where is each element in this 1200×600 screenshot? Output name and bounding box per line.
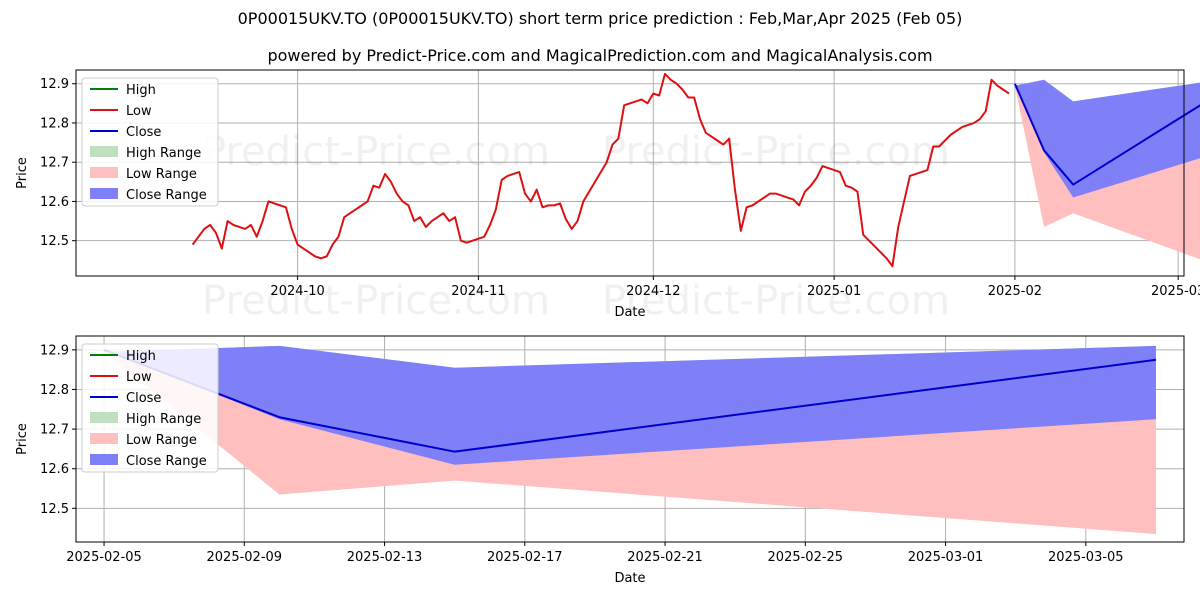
x-tick-label: 2025-02-25 [768, 550, 844, 565]
y-tick-label: 12.8 [40, 116, 69, 131]
watermark-text: Predict-Price.com [602, 278, 950, 324]
chart-panel-2: Predict-Price.comPredict-Price.com12.512… [15, 335, 1185, 586]
legend-swatch-close_range [90, 454, 118, 465]
y-axis-label: Price [15, 157, 30, 189]
x-tick-label: 2025-02 [988, 284, 1042, 299]
legend-swatch-high_range [90, 412, 118, 423]
legend-swatch-close_range [90, 188, 118, 199]
legend-swatch-low_range [90, 433, 118, 444]
watermark-text: Predict-Price.com [602, 129, 950, 175]
x-tick-label: 2025-03-05 [1048, 550, 1124, 565]
y-tick-label: 12.7 [40, 156, 69, 171]
y-axis-label: Price [15, 423, 30, 455]
y-tick-label: 12.9 [40, 343, 69, 358]
x-tick-label: 2025-02-13 [347, 550, 423, 565]
y-tick-label: 12.8 [40, 383, 69, 398]
x-tick-label: 2025-03-01 [908, 550, 984, 565]
x-tick-label: 2025-02-09 [207, 550, 283, 565]
chart-subtitle: powered by Predict-Price.com and Magical… [267, 46, 933, 65]
legend-swatch-low_range [90, 167, 118, 178]
y-tick-label: 12.5 [40, 502, 69, 517]
legend-label: Low [126, 370, 152, 385]
x-tick-label: 2024-12 [626, 284, 680, 299]
legend-label: High [126, 349, 156, 364]
legend-label: High [126, 83, 156, 98]
legend-label: Close Range [126, 454, 207, 469]
x-tick-label: 2024-11 [451, 284, 505, 299]
x-tick-label: 2025-02-05 [66, 550, 142, 565]
chart-panel-1: Predict-Price.com Predict-Price.com 12.5 12… [15, 69, 1200, 320]
plot-frame [75, 69, 1185, 277]
legend-label: Low [126, 104, 152, 119]
legend-label: High Range [126, 146, 201, 161]
legend-label: Close [126, 391, 161, 406]
x-tick-label: 2025-01 [807, 284, 861, 299]
history-low-line [191, 72, 1010, 268]
chart-title: 0P00015UKV.TO (0P00015UKV.TO) short term… [237, 9, 963, 28]
watermark-text: Predict-Price.com [202, 278, 550, 324]
x-tick-label: 2025-02-21 [627, 550, 703, 565]
watermark-text: Predict-Price.com [202, 129, 550, 175]
x-axis-label: Date [614, 571, 645, 586]
x-tick-label: 2025-02-17 [487, 550, 563, 565]
legend: High Low Close High Range Low Range Close Ran… [81, 77, 219, 207]
legend: High Low Close High Range Low Range Close Ran… [81, 343, 219, 473]
legend-label: Close Range [126, 188, 207, 203]
y-tick-label: 12.6 [40, 195, 69, 210]
legend-label: High Range [126, 412, 201, 427]
y-tick-label: 12.9 [40, 77, 69, 92]
legend-label: Low Range [126, 167, 197, 182]
plot-frame [75, 335, 1185, 543]
close-range-area [1014, 79, 1200, 198]
close-forecast-line [1013, 83, 1200, 186]
legend-swatch-high_range [90, 146, 118, 157]
legend-label: Low Range [126, 433, 197, 448]
x-axis-label: Date [614, 305, 645, 320]
legend-label: Close [126, 125, 161, 140]
x-tick-label: 2024-10 [270, 284, 324, 299]
x-tick-label: 2025-03 [1151, 284, 1200, 299]
y-tick-label: 12.6 [40, 462, 69, 477]
y-tick-label: 12.5 [40, 234, 69, 249]
y-tick-label: 12.7 [40, 423, 69, 438]
